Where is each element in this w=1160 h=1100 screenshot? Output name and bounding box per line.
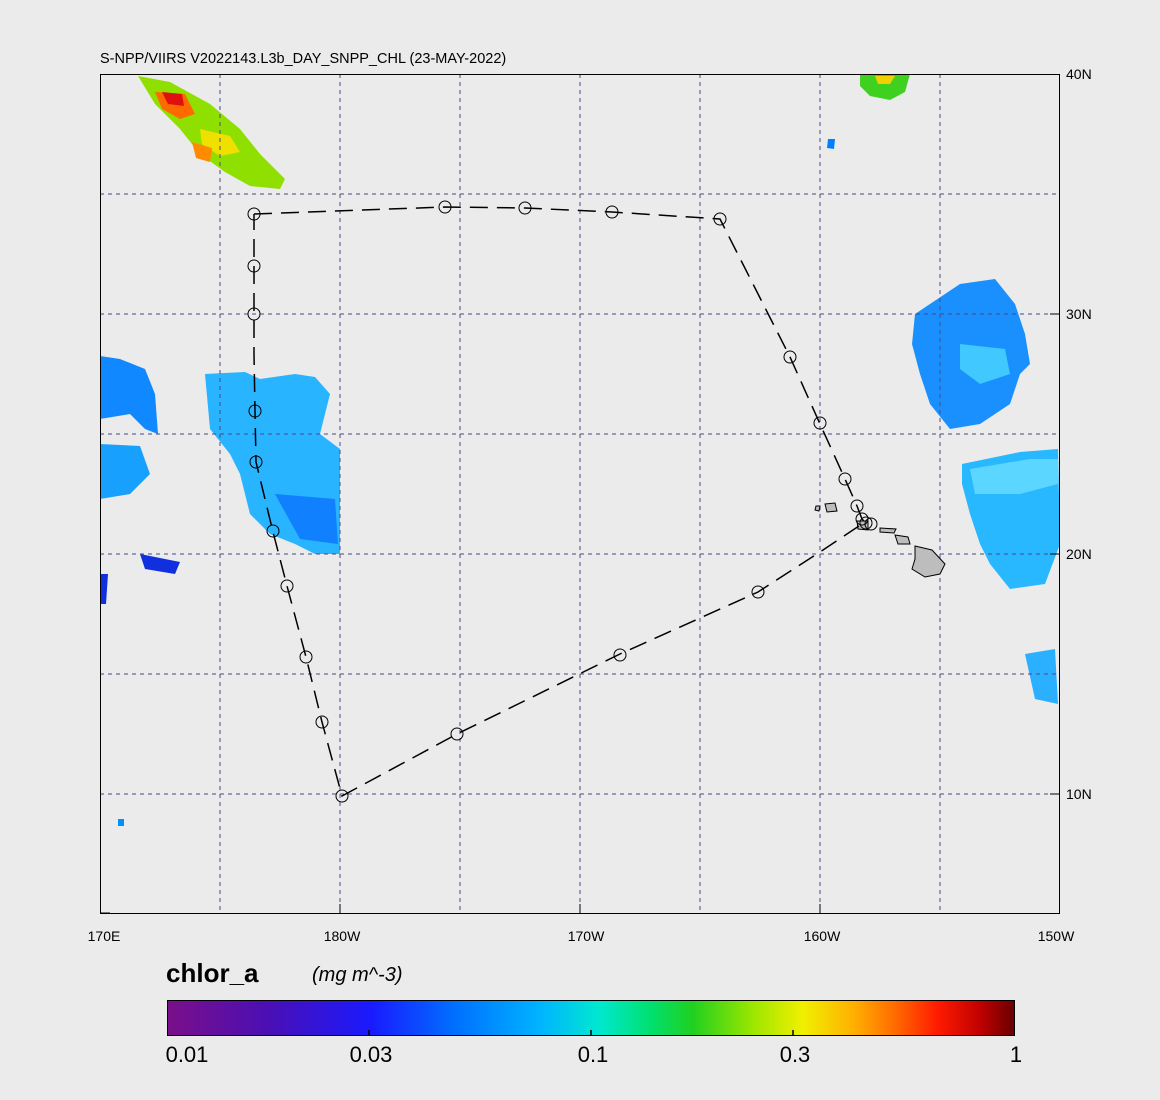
lon-label-150w: 150W — [1037, 928, 1075, 944]
colorbar-tick-2: 0.1 — [577, 1042, 609, 1067]
lon-label-170e: 170E — [87, 928, 121, 944]
station-marker — [864, 517, 878, 531]
swath-west-edge — [100, 356, 158, 434]
swath-northeast-top — [860, 74, 910, 100]
swath-northeast-light — [960, 344, 1010, 384]
swath-northwest-bloom-red — [162, 92, 184, 106]
island-niihau — [814, 505, 821, 512]
station-marker — [838, 472, 852, 486]
swath-west-edge-2 — [100, 444, 150, 499]
island-big-island — [911, 545, 946, 578]
island-maui — [894, 534, 911, 545]
station-marker — [518, 201, 532, 215]
lat-label-20n: 20N — [1066, 546, 1092, 562]
station-marker — [859, 516, 873, 530]
station-marker — [613, 648, 627, 662]
colorbar-tick-4: 1 — [1009, 1042, 1023, 1067]
lon-label-180w: 180W — [323, 928, 361, 944]
chlorophyll-swaths — [100, 74, 1060, 826]
lon-label-170w: 170W — [567, 928, 605, 944]
cruise-track — [253, 206, 867, 798]
station-marker — [266, 524, 280, 538]
lat-label-30n: 30N — [1066, 306, 1092, 322]
station-marker — [335, 789, 349, 803]
station-markers — [247, 200, 878, 803]
colorbar-variable: chlor_a — [166, 958, 259, 988]
station-marker — [280, 579, 294, 593]
colorbar-tick-3: 0.3 — [779, 1042, 811, 1067]
swath-west-edge-4 — [100, 574, 108, 604]
swath-east-south — [1025, 649, 1058, 704]
swath-east-light — [970, 459, 1058, 494]
station-marker — [247, 259, 261, 273]
colorbar-units: (mg m^-3) — [312, 964, 403, 986]
swath-west-edge-3 — [140, 554, 180, 574]
station-marker — [299, 650, 313, 664]
station-marker — [783, 350, 797, 364]
swath-south-specks — [118, 819, 124, 826]
land-hawaii — [814, 502, 946, 578]
station-marker — [248, 404, 262, 418]
station-marker — [438, 200, 452, 214]
lon-label-160w: 160W — [803, 928, 841, 944]
station-marker — [850, 499, 864, 513]
station-marker — [247, 307, 261, 321]
station-marker — [751, 585, 765, 599]
map-title: S-NPP/VIIRS V2022143.L3b_DAY_SNPP_CHL (2… — [100, 51, 507, 67]
swath-northeast-specks — [827, 139, 835, 149]
colorbar-tick-1: 0.03 — [349, 1042, 393, 1067]
map-frame — [100, 74, 1060, 914]
station-marker — [249, 455, 263, 469]
map-canvas — [100, 74, 1060, 914]
lat-label-40n: 40N — [1066, 66, 1092, 82]
station-marker — [247, 207, 261, 221]
swath-northeast-top-yellow — [875, 76, 895, 84]
axis-ticks — [100, 74, 1060, 914]
colorbar-ticks — [368, 1030, 794, 1036]
island-molokai — [879, 527, 897, 534]
station-marker — [713, 212, 727, 226]
swath-northwest-bloom-orange — [192, 142, 212, 162]
swath-northwest-bloom-core — [155, 92, 195, 119]
station-marker — [605, 205, 619, 219]
track-line — [253, 206, 867, 798]
colorbar-tick-0: 0.01 — [165, 1042, 209, 1067]
swath-central-west-dark — [275, 494, 338, 544]
station-marker — [813, 416, 827, 430]
station-marker — [315, 715, 329, 729]
station-marker — [450, 727, 464, 741]
lat-label-10n: 10N — [1066, 786, 1092, 802]
graticule — [100, 74, 1060, 914]
island-kauai — [824, 502, 838, 513]
